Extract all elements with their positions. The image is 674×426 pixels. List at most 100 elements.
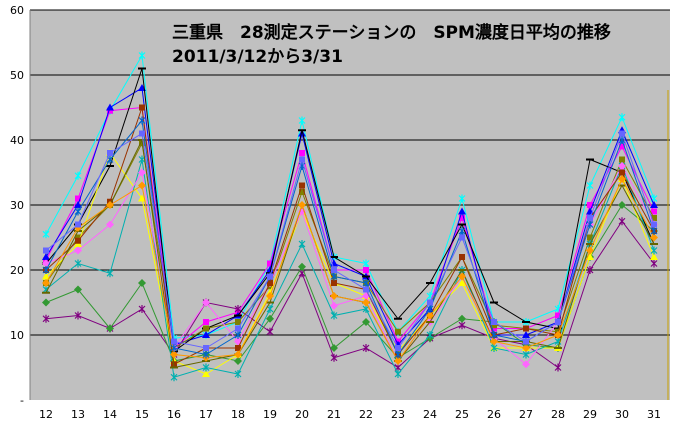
x-tick-label-21: 21 <box>327 408 341 421</box>
data-point-0-17 <box>586 181 594 190</box>
x-tick-label-27: 27 <box>519 408 533 421</box>
data-point-13-6 <box>234 331 242 339</box>
data-point-13-12 <box>426 305 434 313</box>
series-line-2 <box>45 87 655 346</box>
data-point-2-0 <box>42 253 50 260</box>
y-tick-label-0: - <box>20 394 24 407</box>
data-point-4-10 <box>362 318 370 326</box>
data-point-12-17 <box>586 246 594 255</box>
data-point-9-9 <box>330 301 338 310</box>
x-tick-label-25: 25 <box>455 408 469 421</box>
data-point-14-4 <box>171 338 177 345</box>
data-point-6-6 <box>235 319 241 325</box>
data-point-6-8 <box>299 189 305 195</box>
data-point-4-18 <box>618 201 626 209</box>
data-point-7-19 <box>650 253 658 260</box>
series-12 <box>42 175 658 365</box>
series-line-9 <box>45 164 655 365</box>
data-point-3-3 <box>138 305 146 313</box>
data-point-9-1 <box>74 246 82 255</box>
data-point-2-13 <box>458 207 466 215</box>
chart-title-line2: 2011/3/12から3/31 <box>172 47 343 67</box>
data-point-12-10 <box>362 298 370 307</box>
data-point-14-9 <box>331 267 337 273</box>
data-point-14-19 <box>651 221 657 228</box>
x-tick-label-14: 14 <box>103 408 117 421</box>
x-tick-label-17: 17 <box>199 408 213 421</box>
data-point-7-5 <box>202 370 210 377</box>
data-point-14-16 <box>555 319 561 325</box>
data-point-3-19 <box>650 259 658 268</box>
data-point-6-5 <box>203 325 209 332</box>
data-point-14-13 <box>459 234 465 241</box>
y-tick-label-60: 60 <box>10 4 24 17</box>
data-point-12-2 <box>106 201 114 209</box>
data-point-13-17 <box>586 220 594 229</box>
data-point-10-9 <box>331 280 337 286</box>
data-point-12-6 <box>234 350 242 359</box>
data-point-4-1 <box>74 285 82 294</box>
data-point-4-3 <box>138 279 146 287</box>
x-tick-label-31: 31 <box>647 408 661 421</box>
series-0 <box>42 51 658 343</box>
data-point-13-14 <box>490 331 498 339</box>
data-point-8-4 <box>170 373 178 382</box>
data-point-14-15 <box>523 338 529 345</box>
data-point-10-8 <box>299 182 305 189</box>
data-point-3-0 <box>42 314 50 323</box>
x-tick-label-24: 24 <box>423 408 437 421</box>
x-tick-label-26: 26 <box>487 408 501 421</box>
data-point-13-10 <box>362 279 370 287</box>
data-point-3-9 <box>330 353 338 362</box>
data-point-3-18 <box>618 217 626 226</box>
data-point-13-4 <box>170 344 178 352</box>
data-point-2-15 <box>522 331 530 338</box>
data-point-12-9 <box>330 292 338 300</box>
data-point-10-6 <box>235 345 241 351</box>
series-line-4 <box>45 204 655 362</box>
data-point-10-18 <box>619 169 625 176</box>
data-point-8-5 <box>202 363 210 372</box>
data-point-1-8 <box>299 150 305 156</box>
data-point-12-3 <box>138 181 146 190</box>
data-point-9-15 <box>522 360 530 369</box>
data-point-14-7 <box>267 273 273 280</box>
data-point-8-19 <box>650 246 658 255</box>
data-point-14-5 <box>203 345 209 351</box>
data-point-10-1 <box>75 237 81 244</box>
data-point-12-14 <box>490 337 498 346</box>
data-point-3-10 <box>362 344 370 352</box>
data-point-1-14 <box>491 325 497 332</box>
data-point-3-6 <box>234 305 242 313</box>
data-point-10-15 <box>523 325 529 332</box>
series-layer <box>42 51 658 382</box>
data-point-1-5 <box>203 319 209 325</box>
series-line-7 <box>45 151 655 375</box>
y-tick-label-30: 30 <box>10 199 24 212</box>
data-point-4-13 <box>458 314 466 323</box>
data-point-14-2 <box>107 150 113 156</box>
data-point-8-9 <box>330 311 338 320</box>
data-point-2-5 <box>202 331 210 338</box>
data-point-8-12 <box>426 331 434 339</box>
data-point-12-0 <box>42 279 50 287</box>
data-point-1-17 <box>587 202 593 208</box>
data-point-13-0 <box>42 266 50 274</box>
data-point-0-0 <box>42 230 50 239</box>
series-line-5 <box>45 68 655 353</box>
x-axis-ticks: 12 13 14 15 16 17 18 19 20 21 22 23 24 25 26 27 28 29 30 31 <box>39 408 661 421</box>
data-point-1-18 <box>619 143 625 150</box>
data-point-1-19 <box>651 208 657 215</box>
data-point-13-3 <box>138 116 146 125</box>
data-point-13-5 <box>202 350 210 359</box>
data-point-14-3 <box>139 130 145 137</box>
data-point-9-18 <box>618 162 626 170</box>
x-tick-label-16: 16 <box>167 408 181 421</box>
data-point-14-11 <box>395 345 401 351</box>
data-point-2-1 <box>74 201 82 208</box>
data-point-14-6 <box>235 325 241 332</box>
data-point-12-19 <box>650 233 658 242</box>
data-point-10-7 <box>267 280 273 286</box>
data-point-6-18 <box>619 156 625 163</box>
data-point-8-7 <box>266 305 274 313</box>
